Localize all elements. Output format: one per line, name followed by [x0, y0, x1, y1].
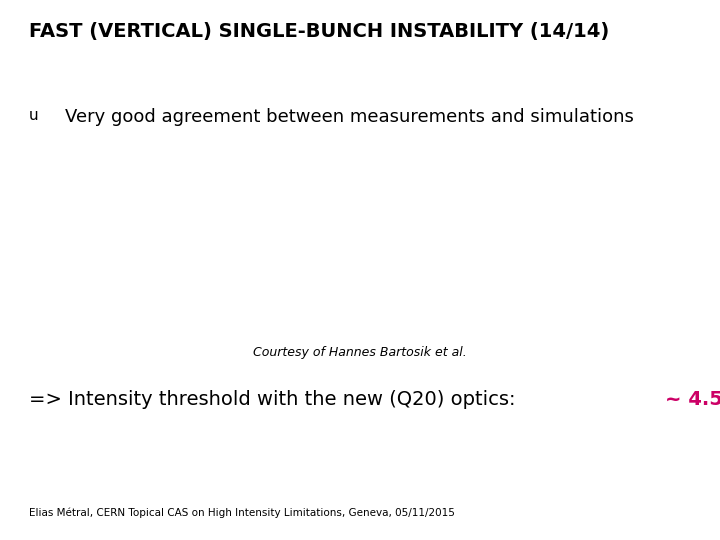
Text: u: u — [29, 108, 38, 123]
Text: Courtesy of Hannes Bartosik et al.: Courtesy of Hannes Bartosik et al. — [253, 346, 467, 359]
Text: Very good agreement between measurements and simulations: Very good agreement between measurements… — [65, 108, 634, 126]
Text: FAST (VERTICAL) SINGLE-BUNCH INSTABILITY (14/14): FAST (VERTICAL) SINGLE-BUNCH INSTABILITY… — [29, 22, 609, 40]
Text: Elias Métral, CERN Topical CAS on High Intensity Limitations, Geneva, 05/11/2015: Elias Métral, CERN Topical CAS on High I… — [29, 508, 454, 518]
Text: ~ 4.5 10: ~ 4.5 10 — [665, 390, 720, 409]
Text: => Intensity threshold with the new (Q20) optics:: => Intensity threshold with the new (Q20… — [29, 390, 521, 409]
